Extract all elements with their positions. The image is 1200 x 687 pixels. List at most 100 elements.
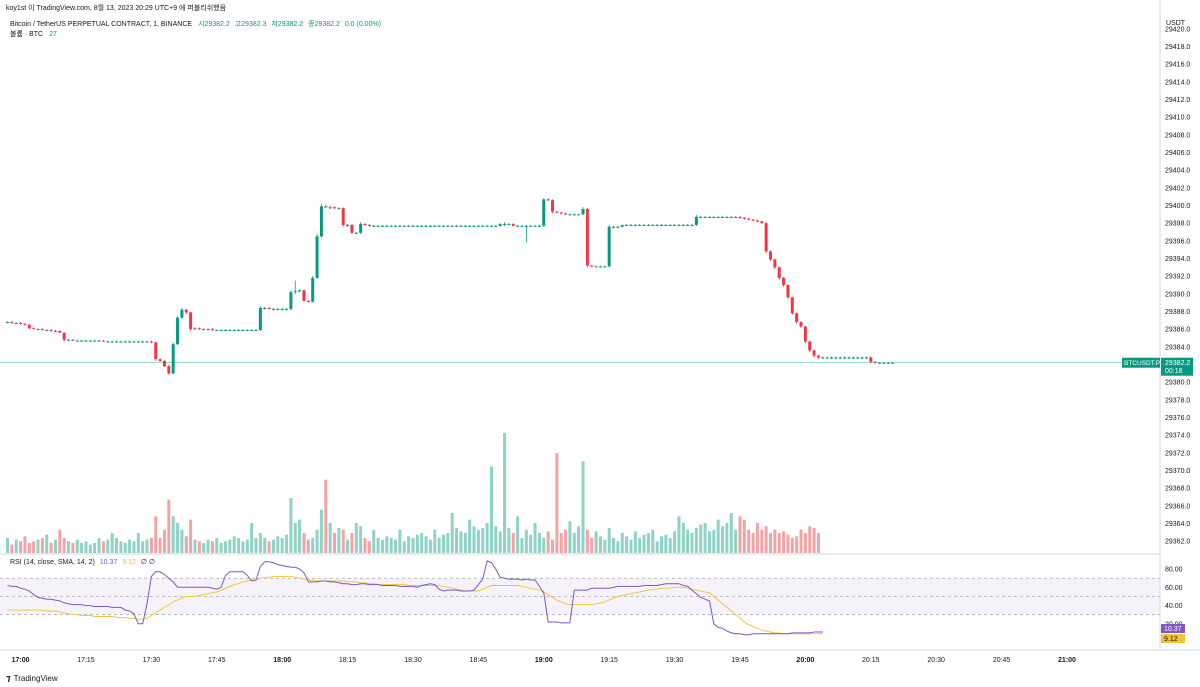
- volume-bar: [681, 523, 685, 553]
- candle: [620, 224, 624, 228]
- candle: [642, 224, 646, 226]
- candle-body: [694, 216, 698, 225]
- candle: [415, 224, 419, 227]
- volume-bar: [311, 538, 315, 553]
- volume-bar: [668, 538, 672, 553]
- time-axis-label: 17:45: [208, 657, 226, 664]
- candle-body: [280, 308, 284, 310]
- candle-body: [71, 339, 75, 341]
- candle: [734, 216, 738, 218]
- tradingview-footer[interactable]: ⁊ TradingView: [6, 673, 58, 684]
- volume-bar: [786, 534, 790, 553]
- candle-body: [359, 224, 363, 233]
- candle: [808, 340, 812, 353]
- candle: [276, 307, 280, 311]
- last-price-symbol-badge: [1122, 357, 1160, 368]
- volume-bar: [511, 533, 515, 553]
- candle-body: [23, 323, 27, 325]
- candle-body: [385, 225, 389, 227]
- candle-body: [115, 341, 118, 343]
- candle-body: [476, 225, 480, 227]
- candle-body: [707, 216, 711, 218]
- candle-body: [764, 223, 768, 252]
- volume-bar: [812, 528, 816, 553]
- symbol-title[interactable]: Bitcoin / TetherUS PERPETUAL CONTRACT, 1…: [10, 21, 193, 28]
- candle: [555, 210, 559, 214]
- candle: [603, 265, 607, 268]
- candle: [58, 330, 62, 333]
- candle-body: [162, 360, 166, 367]
- volume-bar: [372, 529, 376, 553]
- volume-bar: [581, 461, 585, 553]
- candle-body: [324, 206, 328, 208]
- candle: [180, 307, 184, 319]
- time-axis[interactable]: 17:00 17:15 17:30 17:45 18:00 18:15 18:30 18:45…: [12, 657, 1076, 664]
- volume-bar: [389, 538, 393, 553]
- volume-bar: [206, 539, 210, 553]
- candle: [520, 224, 524, 227]
- volume-bar: [446, 533, 450, 553]
- volume-legend[interactable]: 볼륨 · BTC 27: [10, 29, 57, 39]
- candle-body: [215, 330, 219, 332]
- volume-bar: [193, 539, 197, 553]
- price-axis-label: 29404.0: [1165, 168, 1190, 175]
- candle-body: [738, 216, 742, 218]
- price-axis[interactable]: 29420.0 29418.0 29416.0 29414.0 29412.0 29410…: [1165, 26, 1190, 545]
- candle: [590, 264, 594, 268]
- candle: [546, 198, 550, 202]
- candle-body: [529, 225, 533, 227]
- price-axis-label: 29368.0: [1165, 486, 1190, 493]
- volume-bar: [58, 529, 62, 553]
- volume-bar: [315, 529, 319, 553]
- candle: [424, 224, 428, 227]
- volume-bar: [655, 541, 659, 553]
- volume-bar: [594, 531, 598, 553]
- candle-body: [830, 357, 834, 359]
- volume-bar: [333, 533, 336, 553]
- volume-bar: [398, 529, 402, 553]
- candle-body: [507, 224, 511, 226]
- candle-body: [346, 224, 350, 226]
- volume-bar: [673, 531, 677, 553]
- last-price-countdown: 00:18: [1165, 368, 1183, 375]
- candle-body: [847, 357, 851, 359]
- rsi-pane[interactable]: [0, 560, 1160, 636]
- time-axis-label: 19:15: [600, 657, 618, 664]
- candle-body: [821, 357, 825, 359]
- volume-bar: [760, 529, 764, 553]
- candle-body: [882, 362, 886, 364]
- candle-body: [642, 224, 646, 226]
- volume-bar: [459, 531, 463, 553]
- price-axis-label: 29392.0: [1165, 274, 1190, 281]
- candle: [420, 224, 424, 227]
- volume-bar: [45, 534, 49, 553]
- candle-body: [350, 224, 354, 233]
- candle: [721, 216, 725, 218]
- volume-bar: [237, 538, 241, 553]
- candle-body: [333, 207, 336, 209]
- candle-body: [655, 224, 659, 226]
- volume-bar: [742, 519, 746, 553]
- price-pane[interactable]: [0, 198, 1160, 376]
- volume-bar: [577, 526, 581, 553]
- candle-body: [668, 224, 672, 226]
- volume-bar: [319, 509, 323, 553]
- candle-body: [716, 216, 720, 218]
- candle-body: [468, 225, 472, 227]
- candle: [350, 224, 354, 234]
- candle-body: [411, 225, 415, 227]
- candle: [10, 321, 14, 324]
- price-axis-label: 29364.0: [1165, 521, 1190, 528]
- candle-body: [555, 211, 559, 213]
- candle: [141, 340, 145, 343]
- symbol-legend[interactable]: Bitcoin / TetherUS PERPETUAL CONTRACT, 1…: [10, 19, 381, 29]
- candle: [407, 224, 411, 227]
- scale-currency[interactable]: USDT: [1166, 20, 1186, 27]
- candle-body: [703, 216, 707, 218]
- candle: [686, 224, 690, 226]
- rsi-legend[interactable]: RSI (14, close, SMA, 14, 2) 10.37 9.12 ∅…: [10, 558, 155, 566]
- candle: [254, 329, 258, 332]
- candle-body: [437, 225, 441, 227]
